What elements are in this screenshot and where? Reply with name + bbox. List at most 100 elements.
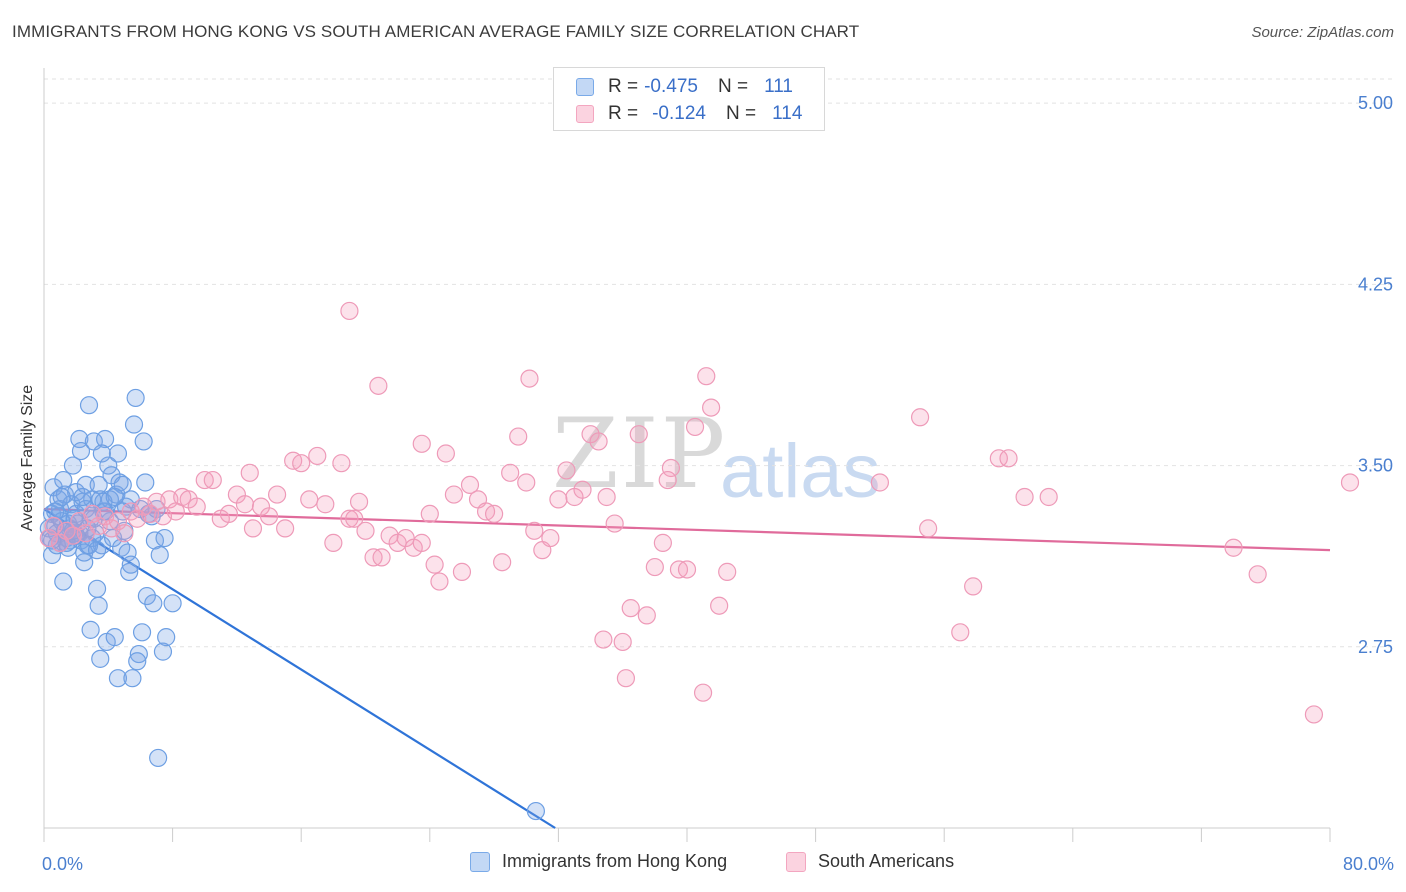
point-south-american <box>349 492 369 511</box>
point-south-american <box>870 473 890 492</box>
point-hong-kong <box>155 528 174 548</box>
point-hong-kong <box>54 572 73 591</box>
point-south-american <box>1224 538 1243 557</box>
point-hong-kong <box>89 596 108 615</box>
point-south-american <box>677 560 697 579</box>
legend-swatch-blue <box>470 851 490 872</box>
point-south-american <box>520 369 539 388</box>
y-tick-label: 3.50 <box>1358 456 1393 476</box>
series-legend: Immigrants from Hong Kong South American… <box>0 851 1406 877</box>
point-south-american <box>412 533 431 552</box>
legend-n-label: N = <box>725 103 757 124</box>
point-hong-kong <box>87 579 107 598</box>
point-south-american <box>115 524 134 543</box>
chart-title: IMMIGRANTS FROM HONG KONG VS SOUTH AMERI… <box>12 22 860 41</box>
point-south-american <box>645 557 664 577</box>
point-south-american <box>702 398 721 417</box>
point-hong-kong <box>105 487 124 507</box>
point-south-american <box>964 577 983 596</box>
point-south-american <box>425 555 444 574</box>
point-hong-kong <box>163 594 182 613</box>
point-south-american <box>243 519 263 538</box>
point-south-american <box>276 519 295 538</box>
legend-r-value-1: -0.475 <box>644 76 698 97</box>
point-south-american <box>653 533 672 552</box>
point-south-american <box>324 533 343 552</box>
legend-n-label: N = <box>717 76 749 97</box>
point-south-american <box>203 470 222 490</box>
point-south-american <box>372 548 391 567</box>
legend-n-value-2: 114 <box>772 103 803 124</box>
point-hong-kong <box>73 487 92 507</box>
point-south-american <box>308 446 327 466</box>
point-south-american <box>1015 487 1034 507</box>
point-hong-kong <box>46 502 65 521</box>
point-hong-kong <box>149 748 168 768</box>
legend-label-hong-kong: Immigrants from Hong Kong <box>502 851 728 871</box>
point-hong-kong <box>129 644 148 664</box>
point-hong-kong <box>137 586 156 606</box>
legend-swatch-blue <box>576 78 594 96</box>
y-tick-label: 4.25 <box>1358 274 1393 294</box>
trend-line-south-american <box>43 507 1331 552</box>
point-south-american <box>340 509 359 528</box>
point-south-american <box>919 519 938 538</box>
point-south-american <box>369 376 388 395</box>
point-hong-kong <box>123 669 142 688</box>
legend-r-label: R = <box>608 103 639 124</box>
legend-n-value-1: 111 <box>764 76 793 97</box>
trend-lines <box>43 507 1331 829</box>
point-hong-kong <box>89 475 108 495</box>
point-south-american <box>235 495 255 514</box>
point-south-american <box>452 562 472 581</box>
point-south-american <box>1039 487 1058 507</box>
point-hong-kong <box>87 541 107 560</box>
point-south-american <box>661 458 681 478</box>
y-tick-label: 5.00 <box>1358 93 1393 113</box>
point-south-american <box>541 528 560 548</box>
point-south-american <box>340 301 359 321</box>
point-hong-kong <box>71 441 91 461</box>
point-south-american <box>444 485 464 504</box>
point-south-american <box>710 596 729 615</box>
point-hong-kong <box>526 801 545 821</box>
point-south-american <box>594 630 613 649</box>
point-hong-kong <box>55 485 74 504</box>
point-south-american <box>658 470 677 490</box>
point-south-american <box>436 444 455 463</box>
point-south-american <box>616 669 636 688</box>
point-south-american <box>629 425 648 444</box>
point-hong-kong <box>124 415 144 434</box>
legend-row-series2: R = -0.124 N = 114 <box>576 102 802 126</box>
point-hong-kong <box>144 594 163 613</box>
point-south-american <box>219 504 238 524</box>
point-south-american <box>685 417 705 437</box>
point-hong-kong <box>81 620 100 639</box>
point-hong-kong <box>108 444 128 463</box>
point-hong-kong <box>95 429 115 449</box>
point-south-american <box>557 461 576 480</box>
point-hong-kong <box>118 543 137 562</box>
tick-labels: 2.75 3.50 4.25 5.00 0.0% 80.0% <box>42 93 1394 874</box>
source-label: Source: ZipAtlas.com <box>1251 24 1394 41</box>
point-south-american <box>420 504 439 524</box>
point-hong-kong <box>128 652 147 671</box>
point-south-american <box>300 490 319 509</box>
point-south-american <box>718 562 737 581</box>
legend-item-hong-kong[interactable]: Immigrants from Hong Kong <box>470 851 727 872</box>
point-south-american <box>1248 565 1267 584</box>
point-south-american <box>356 521 375 540</box>
legend-item-south-americans[interactable]: South Americans <box>786 851 954 872</box>
point-south-american <box>240 463 259 482</box>
point-south-american <box>951 623 970 642</box>
point-south-american <box>345 509 364 528</box>
point-south-american <box>589 432 608 451</box>
point-hong-kong <box>63 456 83 475</box>
point-south-american <box>493 553 512 572</box>
grid-lines <box>44 78 1392 648</box>
point-south-american <box>1304 705 1324 724</box>
data-points <box>39 301 1360 821</box>
point-hong-kong <box>120 562 139 581</box>
point-south-american <box>187 497 206 516</box>
